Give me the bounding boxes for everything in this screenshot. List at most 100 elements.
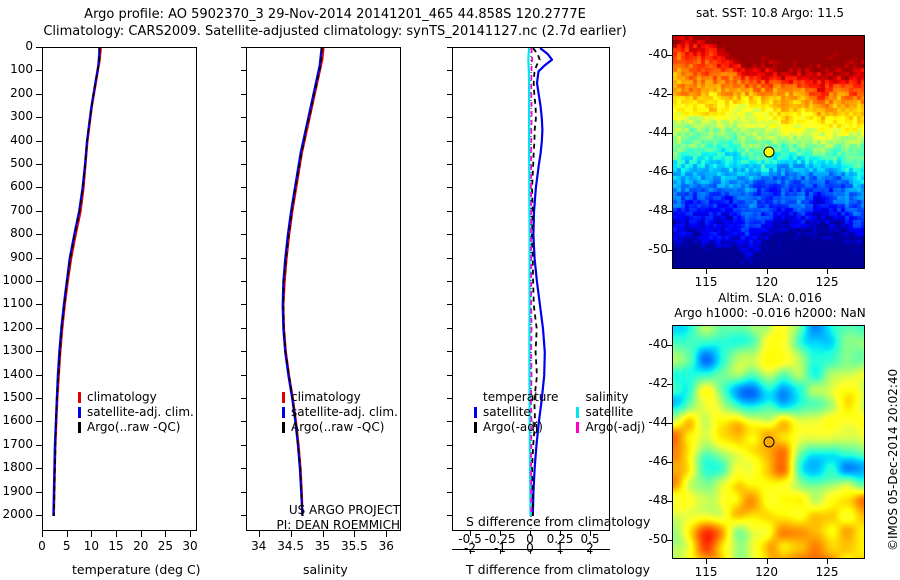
axis-tick [447, 514, 452, 516]
axis-tick [354, 531, 356, 537]
axis-tick [447, 468, 452, 470]
axis-tick-label: -50 [648, 531, 668, 546]
axis-tick-label: 200 [10, 85, 33, 100]
legend-label: satellite-adj. clim. [87, 405, 194, 419]
axis-tick [560, 549, 561, 554]
axis-tick-label: 35 [314, 539, 331, 553]
axis-tick-label: 300 [10, 109, 33, 124]
axis-tick [290, 531, 292, 537]
axis-tick [36, 210, 42, 212]
axis-tick-label: -46 [648, 453, 668, 468]
legend-color-swatch [282, 392, 285, 403]
legend-column-header: temperature [483, 390, 559, 404]
axis-tick-label: 0.5 [580, 532, 600, 546]
axis-tick [447, 93, 452, 95]
axis-tick-label: 125 [815, 275, 839, 289]
sst-map[interactable] [672, 35, 865, 269]
axis-tick-label: 30 [182, 539, 198, 553]
axis-tick-label: 1700 [2, 436, 33, 451]
principal-investigator: PI: DEAN ROEMMICH [276, 518, 400, 532]
axis-tick [241, 514, 246, 516]
axis-tick [667, 539, 672, 541]
title-line-2: Climatology: CARS2009. Satellite-adjuste… [43, 24, 627, 39]
legend-entry: climatology [78, 390, 194, 405]
axis-tick-label: -1 [494, 541, 506, 555]
temperature-profile-panel [42, 47, 197, 531]
axis-tick-label: 34.5 [277, 539, 304, 553]
axis-tick [447, 117, 452, 119]
axis-tick [667, 93, 672, 95]
axis-tick [36, 234, 42, 236]
axis-tick-label: -46 [648, 163, 668, 178]
axis-tick-label: -42 [648, 375, 668, 390]
axis-tick-label: 1600 [2, 413, 33, 428]
legend-label: climatology [87, 390, 157, 404]
axis-tick [241, 397, 246, 399]
axis-tick-label: 34 [251, 539, 267, 553]
temperature-legend: climatology satellite-adj. clim. Argo(..ra… [78, 390, 194, 435]
legend-entry: Argo(..raw -QC) [282, 420, 398, 435]
axis-tick [447, 210, 452, 212]
axis-tick-label: -0.25 [484, 532, 516, 546]
axis-tick [590, 531, 591, 536]
axis-tick [560, 531, 561, 536]
axis-tick-label: -48 [648, 492, 668, 507]
legend-label: climatology [291, 390, 361, 404]
axis-tick-label: 5 [62, 539, 71, 553]
axis-tick-label: 800 [10, 226, 33, 241]
axis-tick [447, 187, 452, 189]
axis-tick [36, 397, 42, 399]
axis-tick [241, 421, 246, 423]
axis-tick-label: 1200 [2, 319, 33, 334]
legend-entry: satellite [576, 405, 645, 420]
axis-tick [706, 269, 708, 274]
axis-tick [447, 70, 452, 72]
axis-tick [322, 531, 324, 537]
axis-tick [447, 234, 452, 236]
sla-map[interactable] [672, 325, 865, 559]
sst-float-position-marker [763, 146, 774, 158]
legend-entry: satellite-adj. clim. [78, 405, 194, 420]
axis-tick [447, 421, 452, 423]
legend-label: satellite [483, 405, 531, 419]
axis-tick [165, 531, 167, 537]
axis-tick [447, 491, 452, 493]
axis-tick [530, 549, 531, 554]
axis-tick [36, 47, 42, 48]
axis-tick [667, 132, 672, 134]
axis-tick [241, 491, 246, 493]
axis-tick [36, 280, 42, 282]
axis-tick [530, 531, 531, 536]
legend-color-swatch [78, 407, 81, 418]
axis-tick [36, 140, 42, 142]
difference-legend-columns: temperature satellite Argo(-adj) salinity sa… [474, 390, 645, 435]
axis-tick [241, 163, 246, 165]
axis-tick-label: -42 [648, 85, 668, 100]
axis-tick-label: 0 [25, 39, 33, 53]
axis-tick-label: 35.5 [341, 539, 368, 553]
axis-tick-label: 1100 [2, 296, 33, 311]
axis-tick [36, 468, 42, 470]
axis-tick-label: 0 [526, 541, 534, 555]
legend-entry: satellite-adj. clim. [282, 405, 398, 420]
axis-tick [241, 257, 246, 259]
legend-entry: Argo(..raw -QC) [78, 420, 194, 435]
axis-tick [42, 531, 43, 537]
axis-tick-label: -48 [648, 202, 668, 217]
axis-tick-label: 2 [586, 541, 594, 555]
axis-tick [667, 210, 672, 212]
sla-argo-value: Argo h1000: -0.016 h2000: NaN [674, 306, 866, 320]
axis-tick [36, 257, 42, 259]
axis-tick-label: 600 [10, 179, 33, 194]
difference-legend: temperature satellite Argo(-adj) salinity sa… [474, 390, 645, 435]
axis-tick [241, 234, 246, 236]
axis-tick [241, 210, 246, 212]
axis-tick-label: 700 [10, 202, 33, 217]
axis-tick [36, 117, 42, 119]
axis-tick-label: 20 [133, 539, 149, 553]
axis-tick-label: 900 [10, 249, 33, 264]
axis-tick [241, 187, 246, 189]
axis-tick [241, 280, 246, 282]
axis-tick-label: 2000 [2, 506, 33, 521]
project-credit: US ARGO PROJECT PI: DEAN ROEMMICH [250, 503, 400, 533]
